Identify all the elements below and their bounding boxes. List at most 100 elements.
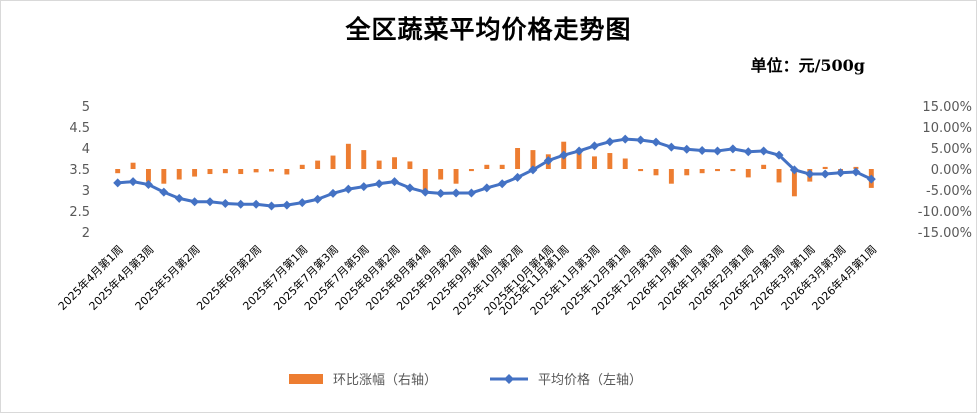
line-point (682, 144, 692, 154)
bar-mark (499, 164, 505, 169)
line-point (236, 199, 246, 209)
line-point (589, 141, 599, 151)
bar-mark (161, 169, 167, 184)
bar-mark (515, 148, 521, 169)
y-right-axis: 15.00% 10.00% 5.00% 0.00% -5.00% -10.00% -15.0… (918, 100, 972, 241)
line-point (143, 180, 153, 190)
line-point (713, 146, 723, 156)
legend-bar-label: 环比涨幅（右轴） (333, 373, 437, 388)
bar-mark (607, 153, 613, 169)
line-point (774, 150, 784, 160)
y-right-tick-label: 0.00% (931, 163, 972, 178)
y-left-tick-label: 5 (82, 100, 90, 115)
line-point (128, 177, 138, 187)
bar-mark (345, 143, 351, 169)
bar-mark (253, 169, 259, 173)
bar-mark (530, 150, 536, 169)
y-left-tick-label: 4.5 (69, 121, 90, 136)
bar-mark (299, 164, 305, 169)
bars-layer (115, 141, 874, 197)
bar-mark (468, 169, 474, 172)
line-point (543, 156, 553, 166)
line-point (743, 147, 753, 157)
bar-mark (284, 169, 290, 175)
bar-mark (207, 169, 213, 175)
price-line (117, 137, 872, 208)
line-point (466, 188, 476, 198)
bar-mark (592, 156, 597, 169)
line-point (528, 165, 538, 175)
line-point (374, 179, 384, 189)
bar-mark (376, 160, 382, 169)
line-point (405, 183, 415, 193)
line-point (328, 188, 338, 198)
line-point (820, 169, 830, 179)
bar-mark (222, 169, 228, 174)
legend-line-marker (504, 374, 514, 384)
bar-mark (761, 164, 767, 169)
bar-mark (622, 158, 628, 169)
bar-mark (145, 169, 151, 182)
line-point (651, 137, 661, 147)
line-point (697, 146, 707, 156)
line-point (836, 168, 846, 178)
line-point (420, 187, 430, 197)
bar-mark (130, 162, 136, 169)
bar-mark (684, 169, 690, 176)
y-left-tick-label: 3.5 (69, 163, 90, 178)
line-layer (113, 134, 876, 211)
line-point (605, 137, 615, 147)
bar-mark (176, 169, 182, 180)
line-point (220, 198, 230, 208)
line-point (174, 193, 184, 203)
bar-mark (453, 169, 459, 184)
line-point (805, 169, 815, 179)
bar-mark (822, 166, 828, 169)
line-point (789, 165, 799, 175)
legend: 环比涨幅（右轴） 平均价格（左轴） (289, 372, 642, 388)
line-point (297, 198, 307, 208)
y-right-tick-label: 5.00% (931, 142, 972, 157)
bar-mark (730, 169, 736, 172)
y-left-tick-label: 4 (82, 142, 90, 157)
y-left-tick-label: 2 (82, 226, 90, 241)
bar-mark (438, 169, 444, 180)
x-axis: 2025年4月第1周2025年4月第3周2025年5月第2周2025年6月第2周… (55, 242, 879, 318)
unit-label: 单位：元/500g (750, 56, 865, 75)
y-left-tick-label: 2.5 (69, 205, 90, 220)
bar-mark (638, 169, 644, 172)
line-point (190, 197, 200, 207)
y-left-axis: 5 4.5 4 3.5 3 2.5 2 (69, 100, 90, 241)
bar-mark (392, 157, 397, 169)
bar-mark (791, 169, 797, 197)
bar-mark (745, 169, 751, 178)
chart-title: 全区蔬菜平均价格走势图 (345, 15, 632, 44)
bar-mark (315, 160, 321, 169)
line-point (205, 197, 215, 207)
line-point (159, 187, 169, 197)
line-point (359, 182, 369, 192)
line-point (482, 183, 492, 193)
line-point (866, 174, 876, 184)
y-right-tick-label: -10.00% (918, 205, 972, 220)
bar-mark (715, 169, 720, 172)
bar-mark (407, 161, 413, 169)
bar-mark (484, 164, 490, 169)
line-point (451, 188, 461, 198)
y-left-tick-label: 3 (82, 184, 90, 199)
legend-bar-swatch (289, 374, 323, 384)
line-point (113, 178, 123, 188)
bar-mark (238, 169, 244, 175)
line-point (497, 179, 507, 189)
legend-line-label: 平均价格（左轴） (538, 372, 642, 388)
bar-mark (330, 155, 336, 169)
line-point (513, 172, 523, 182)
bar-mark (192, 169, 198, 177)
line-point (390, 177, 400, 187)
line-point (620, 134, 630, 144)
line-point (282, 200, 292, 210)
line-point (851, 167, 861, 177)
line-point (343, 184, 353, 194)
